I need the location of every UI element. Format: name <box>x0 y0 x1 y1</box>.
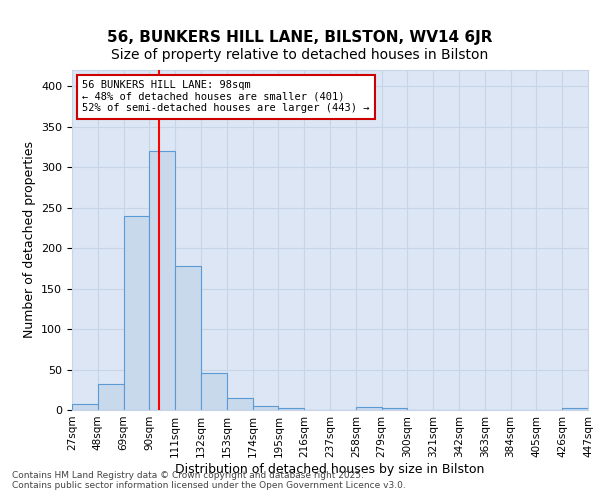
Bar <box>253 406 278 410</box>
Bar <box>98 384 124 410</box>
Bar <box>175 266 201 410</box>
Text: 56 BUNKERS HILL LANE: 98sqm
← 48% of detached houses are smaller (401)
52% of se: 56 BUNKERS HILL LANE: 98sqm ← 48% of det… <box>82 80 370 114</box>
Bar <box>201 373 227 410</box>
Bar <box>227 398 253 410</box>
X-axis label: Distribution of detached houses by size in Bilston: Distribution of detached houses by size … <box>175 462 485 475</box>
Bar <box>124 216 149 410</box>
Text: Size of property relative to detached houses in Bilston: Size of property relative to detached ho… <box>112 48 488 62</box>
Text: 56, BUNKERS HILL LANE, BILSTON, WV14 6JR: 56, BUNKERS HILL LANE, BILSTON, WV14 6JR <box>107 30 493 45</box>
Bar <box>278 408 304 410</box>
Bar <box>72 404 98 410</box>
Bar <box>562 408 588 410</box>
Bar <box>149 151 175 410</box>
Text: Contains HM Land Registry data © Crown copyright and database right 2025.
Contai: Contains HM Land Registry data © Crown c… <box>12 470 406 490</box>
Bar <box>382 408 407 410</box>
Bar <box>356 407 382 410</box>
Y-axis label: Number of detached properties: Number of detached properties <box>23 142 35 338</box>
